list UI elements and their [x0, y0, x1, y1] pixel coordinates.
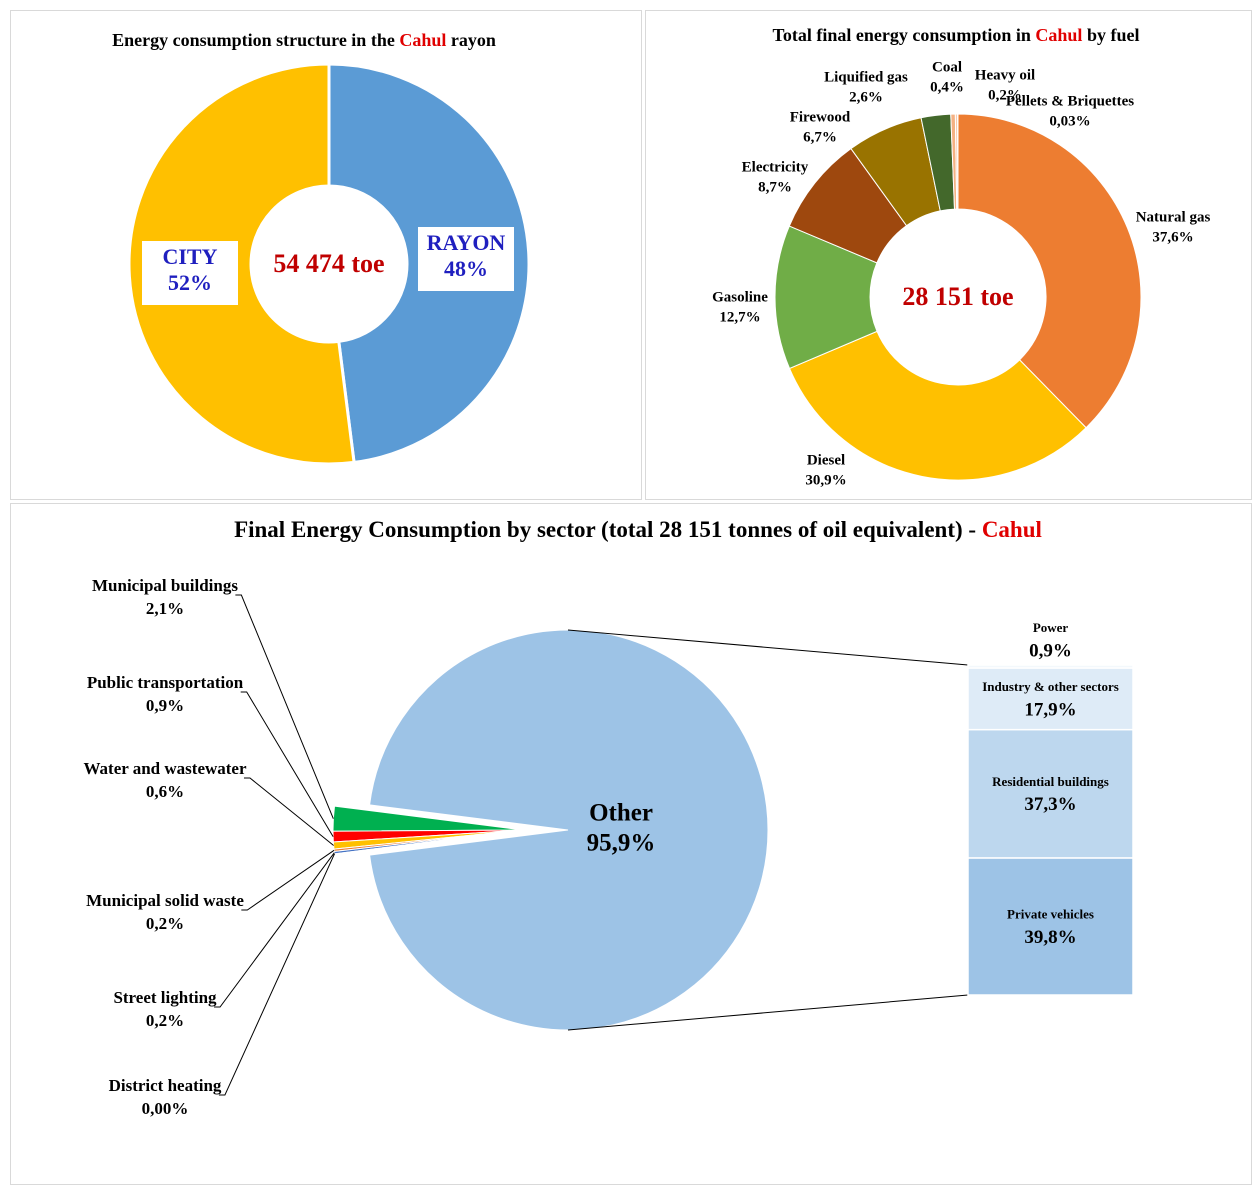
slice-label: RAYON — [427, 230, 506, 255]
slice-label: Firewood — [790, 109, 851, 125]
bar-label: Private vehicles — [1007, 907, 1094, 922]
title-part: Energy consumption structure in the — [112, 30, 399, 50]
slice-value-label: 0,00% — [142, 1099, 189, 1118]
slice-value-label: 0,03% — [1049, 113, 1090, 129]
slice-label: Water and wastewater — [83, 759, 246, 778]
slice-value-label: 48% — [444, 256, 488, 281]
slice-value-label: 52% — [168, 270, 212, 295]
slice-value-label: 8,7% — [758, 179, 792, 195]
bar-value-label: 0,9% — [1029, 640, 1072, 661]
slice-label: Other — [589, 800, 653, 827]
bar-label: Industry & other sectors — [982, 679, 1119, 694]
slice-label: Pellets & Briquettes — [1006, 93, 1134, 109]
chart-title: Final Energy Consumption by sector (tota… — [234, 517, 1042, 542]
chart-title: Total final energy consumption in Cahul … — [773, 25, 1140, 45]
slice-value-label: 95,9% — [587, 830, 656, 857]
slice-label: Municipal buildings — [92, 576, 238, 595]
slice-label: Gasoline — [712, 289, 768, 305]
slice-label: Public transportation — [87, 673, 244, 692]
bar-label: Power — [1033, 620, 1069, 635]
bar-label: Residential buildings — [992, 774, 1109, 789]
title-part: Cahul — [1035, 25, 1082, 45]
slice-label: District heating — [109, 1076, 222, 1095]
slice-value-label: 0,2% — [146, 914, 184, 933]
slice-label: Electricity — [742, 159, 809, 175]
title-part: Cahul — [982, 517, 1042, 542]
bar-value-label: 39,8% — [1024, 927, 1076, 948]
title-part: Final Energy Consumption by sector (tota… — [234, 517, 982, 542]
title-part: rayon — [446, 30, 496, 50]
slice-value-label: 0,4% — [930, 79, 964, 95]
slice-value-label: 6,7% — [803, 129, 837, 145]
center-label: 28 151 toe — [902, 282, 1013, 311]
slice-value-label: 0,6% — [146, 782, 184, 801]
title-part: by fuel — [1082, 25, 1139, 45]
slice-label: Diesel — [807, 452, 845, 468]
slice-value-label: 2,1% — [146, 599, 184, 618]
slice-label: Municipal solid waste — [86, 891, 244, 910]
bar-value-label: 37,3% — [1024, 794, 1076, 815]
slice-label: CITY — [162, 244, 217, 269]
slice-value-label: 2,6% — [849, 89, 883, 105]
title-part: Cahul — [399, 30, 446, 50]
bar-value-label: 17,9% — [1024, 699, 1076, 720]
slice-label: Natural gas — [1136, 209, 1211, 225]
leader-line — [241, 692, 333, 837]
slice-value-label: 12,7% — [719, 309, 760, 325]
title-part: Total final energy consumption in — [773, 25, 1036, 45]
slice-label: Heavy oil — [975, 67, 1035, 83]
slice-value-label: 30,9% — [805, 472, 846, 488]
slice-value-label: 0,9% — [146, 696, 184, 715]
center-label: 54 474 toe — [273, 249, 384, 278]
leader-line — [235, 595, 333, 819]
chart-title: Energy consumption structure in the Cahu… — [112, 30, 496, 50]
leader-line — [244, 778, 334, 846]
slice-value-label: 0,2% — [146, 1011, 184, 1030]
leader-line — [241, 850, 334, 910]
slice-value-label: 37,6% — [1152, 229, 1193, 245]
leader-line — [214, 853, 334, 1007]
slice-label: Street lighting — [113, 988, 217, 1007]
slice-label: Liquified gas — [824, 69, 908, 85]
slice-label: Coal — [932, 59, 962, 75]
